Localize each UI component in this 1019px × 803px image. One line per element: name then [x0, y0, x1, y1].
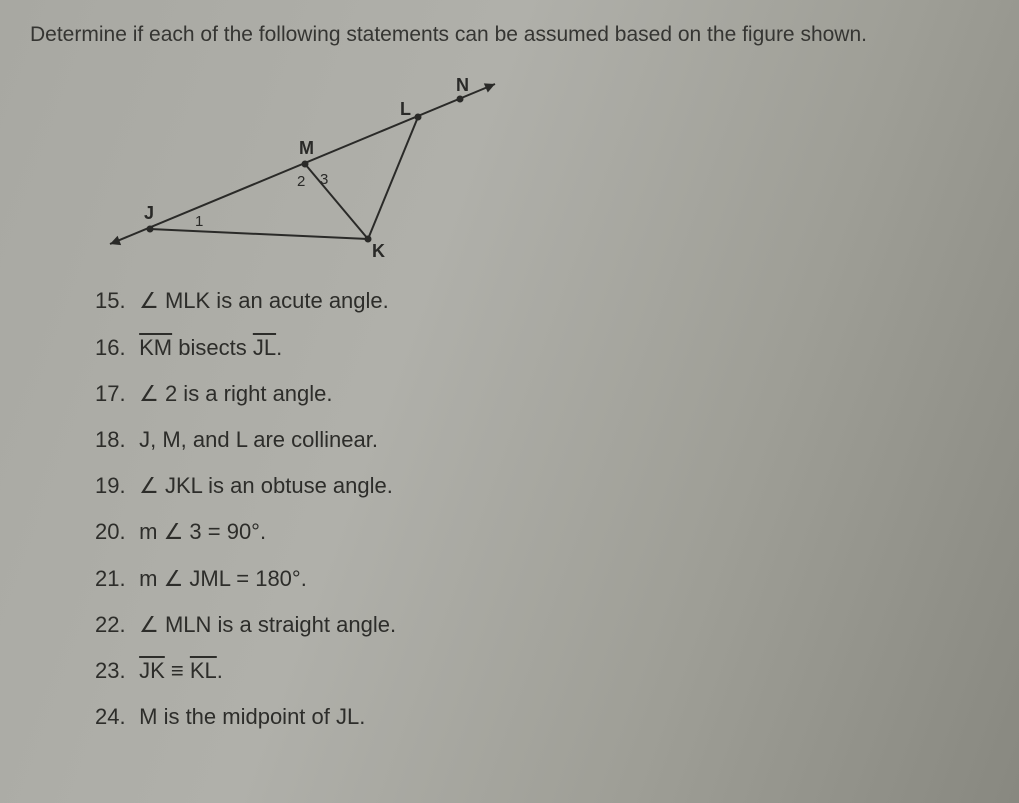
question-row: 18. J, M, and L are collinear.	[95, 428, 989, 452]
segment-notation: KL	[190, 658, 217, 683]
question-number: 24.	[95, 705, 133, 729]
question-number: 23.	[95, 659, 133, 683]
question-row: 19. ∠ JKL is an obtuse angle.	[95, 474, 989, 498]
question-number: 21.	[95, 567, 133, 591]
svg-text:2: 2	[297, 173, 305, 190]
question-row: 16. KM bisects JL.	[95, 336, 989, 360]
svg-text:1: 1	[195, 213, 203, 230]
figure-svg: J M L N K 1 23	[100, 69, 580, 269]
question-text: ∠ 2 is a right angle.	[139, 381, 332, 406]
segment-notation: JK	[139, 658, 165, 683]
question-text: ≡	[165, 658, 190, 683]
question-number: 18.	[95, 428, 133, 452]
question-text: ∠ JKL is an obtuse angle.	[139, 473, 393, 498]
question-list: 15. ∠ MLK is an acute angle.16. KM bisec…	[95, 289, 989, 729]
question-text: m ∠ 3 = 90°.	[139, 519, 266, 544]
worksheet-page: Determine if each of the following state…	[0, 0, 1019, 771]
question-number: 19.	[95, 474, 133, 498]
geometry-figure: J M L N K 1 23	[100, 69, 580, 269]
svg-text:J: J	[144, 203, 154, 223]
question-row: 23. JK ≡ KL.	[95, 659, 989, 683]
question-text: M is the midpoint of JL.	[139, 704, 365, 729]
question-row: 22. ∠ MLN is a straight angle.	[95, 613, 989, 637]
question-text: J, M, and L are collinear.	[139, 427, 378, 452]
question-text: .	[276, 335, 282, 360]
question-text: ∠ MLN is a straight angle.	[139, 612, 396, 637]
segment-notation: JL	[253, 335, 276, 360]
question-row: 20. m ∠ 3 = 90°.	[95, 520, 989, 544]
question-number: 15.	[95, 289, 133, 313]
question-number: 16.	[95, 336, 133, 360]
svg-text:M: M	[299, 138, 314, 158]
question-text: .	[217, 658, 223, 683]
question-text: m ∠ JML = 180°.	[139, 566, 307, 591]
question-row: 15. ∠ MLK is an acute angle.	[95, 289, 989, 313]
svg-text:K: K	[372, 241, 385, 261]
prompt-text: Determine if each of the following state…	[30, 20, 989, 49]
svg-text:N: N	[456, 75, 469, 95]
question-text: ∠ MLK is an acute angle.	[139, 288, 389, 313]
segment-notation: KM	[139, 335, 172, 360]
question-number: 22.	[95, 613, 133, 637]
svg-text:L: L	[400, 99, 411, 119]
question-row: 21. m ∠ JML = 180°.	[95, 567, 989, 591]
question-row: 17. ∠ 2 is a right angle.	[95, 382, 989, 406]
question-number: 20.	[95, 520, 133, 544]
question-number: 17.	[95, 382, 133, 406]
question-text: bisects	[172, 335, 253, 360]
svg-text:3: 3	[320, 171, 328, 188]
question-row: 24. M is the midpoint of JL.	[95, 705, 989, 729]
